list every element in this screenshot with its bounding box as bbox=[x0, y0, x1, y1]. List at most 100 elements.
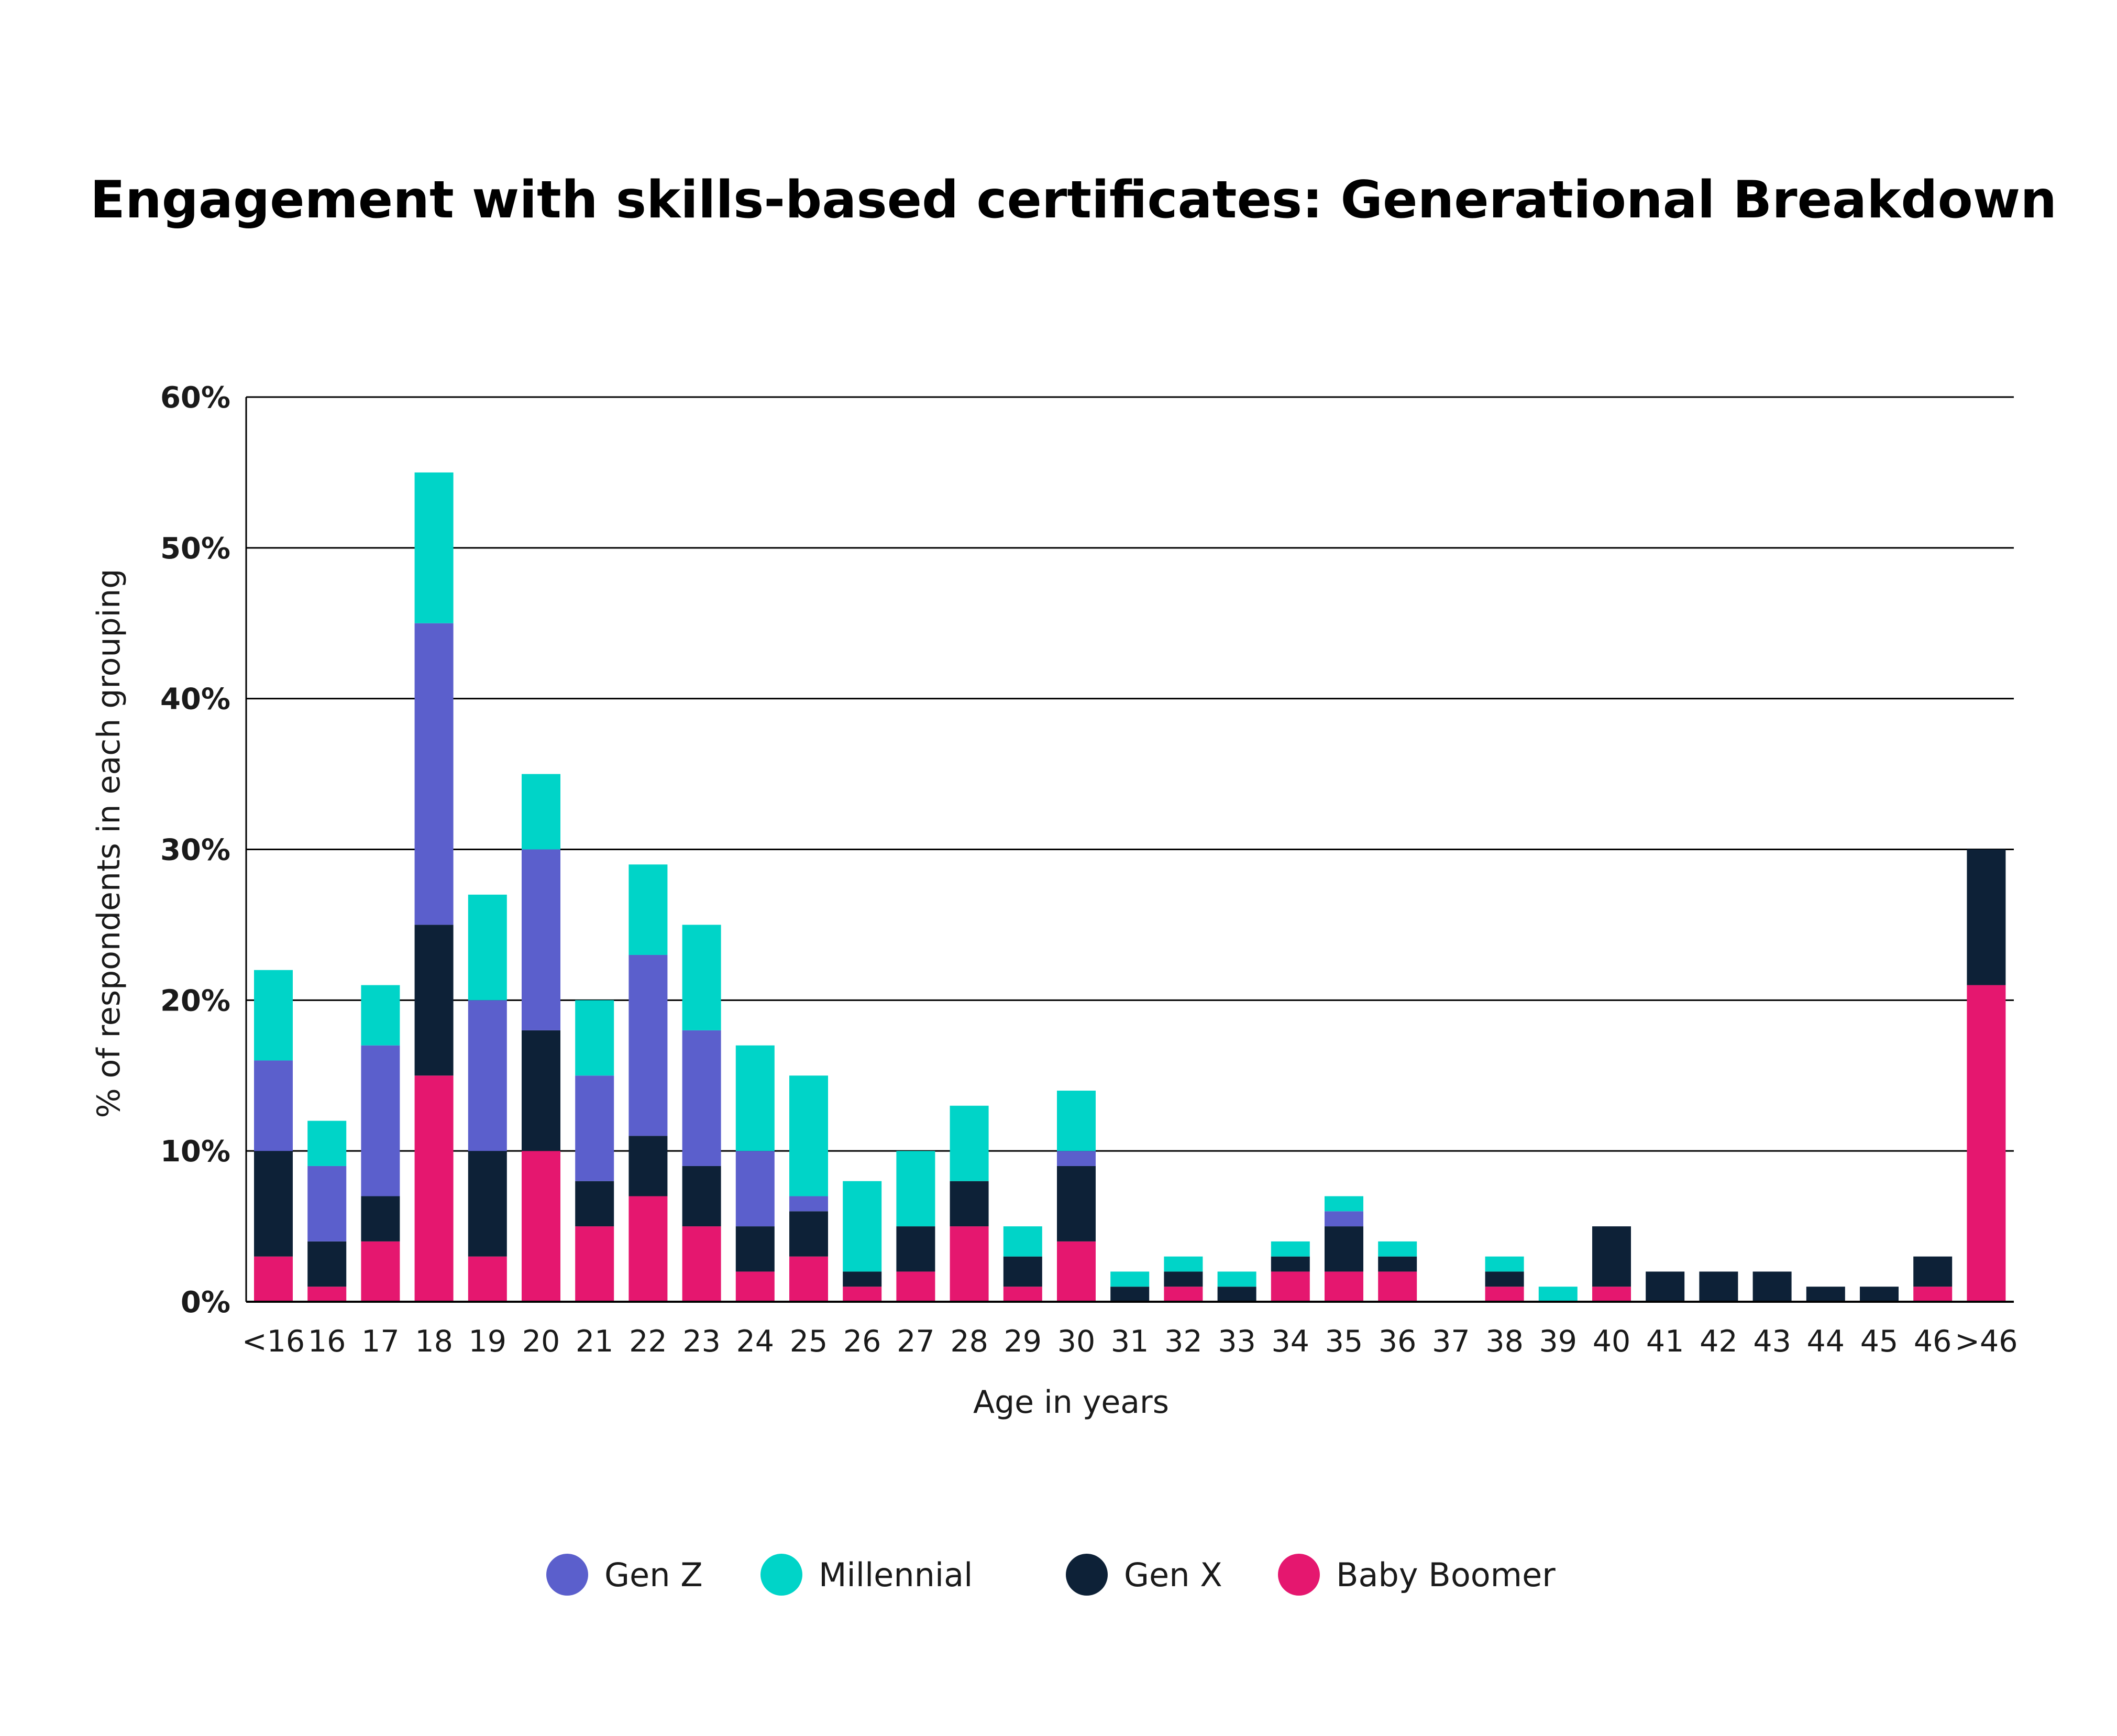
legend-swatch bbox=[1066, 1554, 1108, 1596]
bar-segment-baby-boomer bbox=[414, 1075, 454, 1302]
x-tick-label: 19 bbox=[469, 1324, 507, 1359]
x-tick-label: 28 bbox=[950, 1324, 988, 1359]
bar-segment-gen-x bbox=[1217, 1287, 1256, 1302]
bar-segment-millennial bbox=[735, 1045, 775, 1151]
bar-segment-baby-boomer bbox=[522, 1151, 560, 1302]
bar-segment-baby-boomer bbox=[361, 1241, 400, 1302]
bar-segment-millennial bbox=[1538, 1287, 1578, 1302]
bar-segment-gen-x bbox=[1378, 1256, 1417, 1272]
x-tick-label: 36 bbox=[1379, 1324, 1417, 1359]
x-tick-label: 46 bbox=[1914, 1324, 1952, 1359]
y-tick-label: 0% bbox=[181, 1285, 230, 1320]
legend-label: Millennial bbox=[819, 1556, 973, 1594]
bar-segment-gen-x bbox=[1699, 1271, 1738, 1302]
bar-segment-gen-z bbox=[1325, 1211, 1363, 1227]
bar-segment-gen-x bbox=[682, 1166, 721, 1227]
bar-segment-millennial bbox=[629, 864, 668, 955]
legend-swatch bbox=[1278, 1554, 1320, 1596]
bar-segment-gen-x bbox=[414, 925, 454, 1076]
bar-segment-gen-x bbox=[1967, 849, 2006, 985]
bar-segment-millennial bbox=[361, 985, 400, 1046]
bar-segment-millennial bbox=[1271, 1241, 1310, 1257]
x-axis-label: Age in years bbox=[973, 1384, 1169, 1421]
bar-segment-millennial bbox=[575, 1000, 614, 1076]
bar-segment-millennial bbox=[254, 970, 293, 1061]
bar-segment-gen-x bbox=[1271, 1256, 1310, 1272]
bar-segment-baby-boomer bbox=[1325, 1271, 1363, 1302]
x-tick-label: 18 bbox=[415, 1324, 453, 1359]
x-tick-label: 26 bbox=[843, 1324, 881, 1359]
bar-segment-millennial bbox=[1164, 1256, 1203, 1272]
bar-segment-gen-z bbox=[468, 1000, 507, 1151]
bar-segment-gen-x bbox=[735, 1226, 775, 1272]
x-tick-label: 45 bbox=[1860, 1324, 1899, 1359]
bar-segment-gen-x bbox=[843, 1271, 882, 1287]
bar-segment-gen-x bbox=[896, 1226, 935, 1272]
legend-swatch bbox=[760, 1554, 802, 1596]
bar-segment-gen-x bbox=[254, 1151, 293, 1257]
bars bbox=[254, 472, 2006, 1302]
x-tick-label: 25 bbox=[790, 1324, 828, 1359]
x-tick-label: 22 bbox=[629, 1324, 667, 1359]
bar-segment-gen-x bbox=[1806, 1287, 1845, 1302]
bar-segment-gen-x bbox=[1913, 1256, 1953, 1287]
x-tick-label: 42 bbox=[1700, 1324, 1738, 1359]
bar-segment-baby-boomer bbox=[682, 1226, 721, 1302]
x-tick-label: >46 bbox=[1955, 1324, 2017, 1359]
y-tick-label: 40% bbox=[160, 683, 230, 717]
x-tick-label: 44 bbox=[1807, 1324, 1845, 1359]
x-tick-label: 31 bbox=[1111, 1324, 1149, 1359]
bar-segment-gen-x bbox=[575, 1181, 614, 1227]
bar-segment-baby-boomer bbox=[307, 1287, 347, 1302]
bar-segment-baby-boomer bbox=[629, 1196, 668, 1302]
bar-segment-gen-x bbox=[1325, 1226, 1363, 1272]
bar-segment-baby-boomer bbox=[575, 1226, 614, 1302]
bar-segment-baby-boomer bbox=[735, 1271, 775, 1302]
legend-label: Baby Boomer bbox=[1336, 1556, 1556, 1594]
x-tick-label: 27 bbox=[897, 1324, 935, 1359]
y-axis-label: % of respondents in each grouping bbox=[91, 569, 127, 1118]
bar-segment-baby-boomer bbox=[843, 1287, 882, 1302]
bar-segment-baby-boomer bbox=[1378, 1271, 1417, 1302]
bar-segment-gen-x bbox=[1057, 1166, 1096, 1241]
axes bbox=[245, 397, 2014, 1303]
bar-segment-baby-boomer bbox=[1003, 1287, 1042, 1302]
bar-segment-millennial bbox=[1003, 1226, 1042, 1257]
bar-segment-baby-boomer bbox=[896, 1271, 935, 1302]
bar-segment-millennial bbox=[1325, 1196, 1363, 1212]
bar-segment-gen-x bbox=[1860, 1287, 1899, 1302]
bar-segment-gen-x bbox=[1003, 1256, 1042, 1287]
bar-segment-gen-x bbox=[950, 1181, 989, 1227]
bar-segment-millennial bbox=[950, 1105, 989, 1181]
bar-segment-gen-x bbox=[361, 1196, 400, 1241]
bar-segment-baby-boomer bbox=[254, 1256, 293, 1302]
x-tick-label: 37 bbox=[1432, 1324, 1470, 1359]
y-tick-label: 30% bbox=[160, 833, 230, 867]
x-tick-label: <16 bbox=[242, 1324, 305, 1359]
bar-segment-baby-boomer bbox=[1164, 1287, 1203, 1302]
y-tick-label: 10% bbox=[160, 1135, 230, 1169]
bar-segment-gen-x bbox=[1485, 1271, 1524, 1287]
bar-segment-gen-x bbox=[629, 1136, 668, 1196]
bar-segment-millennial bbox=[1110, 1271, 1150, 1287]
bar-segment-gen-z bbox=[361, 1045, 400, 1196]
bar-segment-baby-boomer bbox=[1057, 1241, 1096, 1302]
bar-segment-gen-x bbox=[1592, 1226, 1631, 1287]
x-tick-label: 30 bbox=[1057, 1324, 1096, 1359]
bar-segment-millennial bbox=[522, 774, 560, 850]
bar-segment-baby-boomer bbox=[1913, 1287, 1953, 1302]
bar-segment-gen-z bbox=[735, 1151, 775, 1227]
x-tick-label: 43 bbox=[1753, 1324, 1791, 1359]
x-tick-label: 21 bbox=[576, 1324, 614, 1359]
bar-segment-gen-z bbox=[682, 1030, 721, 1166]
bar-segment-millennial bbox=[843, 1181, 882, 1272]
bar-segment-millennial bbox=[1057, 1091, 1096, 1151]
bar-segment-millennial bbox=[789, 1075, 828, 1196]
bar-segment-millennial bbox=[414, 472, 454, 623]
bar-segment-gen-z bbox=[1057, 1151, 1096, 1166]
bar-segment-gen-x bbox=[468, 1151, 507, 1257]
bar-segment-millennial bbox=[1485, 1256, 1524, 1272]
x-tick-label: 17 bbox=[361, 1324, 400, 1359]
bar-segment-millennial bbox=[682, 925, 721, 1030]
